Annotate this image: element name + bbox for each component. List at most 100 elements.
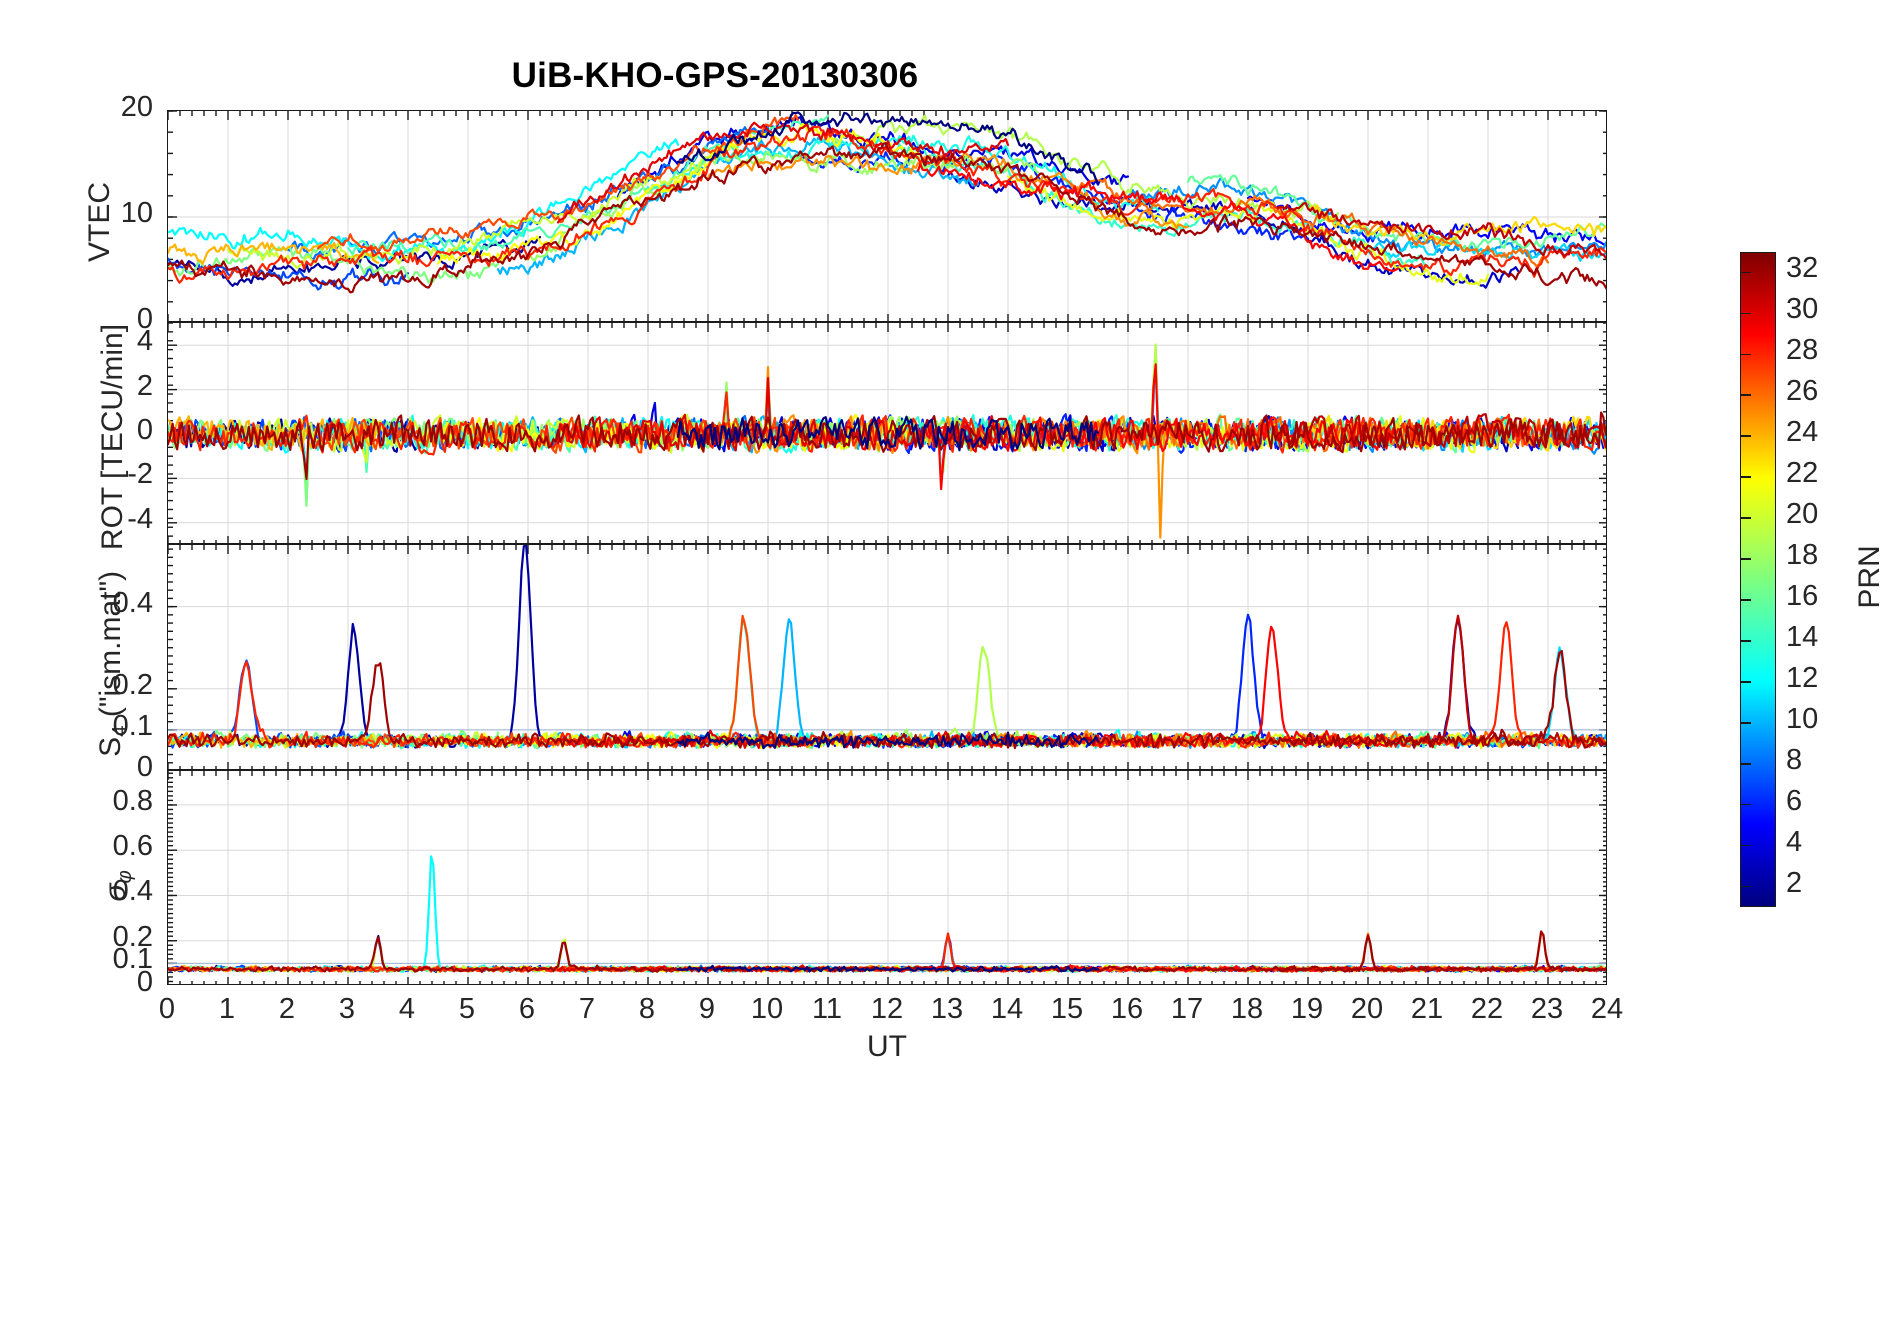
series-line xyxy=(706,151,1190,229)
panel-s4-ytick-0p2: 0.2 xyxy=(112,668,153,701)
panel-s4-canvas xyxy=(168,545,1606,769)
xtick-4: 4 xyxy=(398,993,416,1025)
colorbar-tick-mark xyxy=(1740,599,1751,601)
panel-sigma-ytick-0p8: 0.8 xyxy=(112,784,153,817)
series-line xyxy=(1066,177,1550,268)
xtick-21: 21 xyxy=(1410,993,1444,1025)
xtick-20: 20 xyxy=(1350,993,1384,1025)
colorbar-tick-30: 30 xyxy=(1786,293,1819,326)
colorbar-tick-mark xyxy=(1740,517,1751,519)
colorbar-tick-mark xyxy=(1740,681,1751,683)
xtick-19: 19 xyxy=(1290,993,1324,1025)
colorbar-tick-32: 32 xyxy=(1786,252,1819,285)
colorbar-tick-10: 10 xyxy=(1786,702,1819,735)
colorbar-tick-mark xyxy=(1740,803,1751,806)
panel-vtec-ytick-20: 20 xyxy=(120,91,153,123)
series-line xyxy=(1006,175,1490,287)
colorbar-tick-mark xyxy=(1740,435,1751,437)
colorbar-tick-20: 20 xyxy=(1786,498,1819,531)
figure-title: UiB-KHO-GPS-20130306 xyxy=(511,56,919,95)
panel-sigma-ytick-0p2: 0.2 xyxy=(112,920,153,953)
colorbar-tick-mark xyxy=(1740,312,1751,315)
panel-sigma-ytick-0: 0 xyxy=(136,966,153,998)
series-line xyxy=(1186,173,1606,252)
panel-vtec-canvas xyxy=(168,111,1606,321)
series-line xyxy=(168,142,1606,294)
panel-rot-ytick-2: 2 xyxy=(136,369,153,402)
panel-vtec-ytick-10: 10 xyxy=(120,197,153,229)
colorbar-tick-mark xyxy=(1740,844,1751,847)
xtick-11: 11 xyxy=(811,993,843,1025)
grid xyxy=(168,771,1606,984)
series-line xyxy=(168,545,542,749)
panel-sigma-ytick-0p1: 0.1 xyxy=(112,943,153,976)
xtick-18: 18 xyxy=(1230,993,1264,1025)
panel-sigma-phi xyxy=(167,770,1607,985)
xtick-2: 2 xyxy=(278,993,296,1025)
series-line xyxy=(1276,614,1606,749)
panel-rot-ytick-0: 0 xyxy=(136,414,153,446)
xtick-16: 16 xyxy=(1110,993,1144,1025)
panel-sigma-ytick-0p4: 0.4 xyxy=(112,875,153,908)
colorbar-tick-8: 8 xyxy=(1786,743,1803,776)
colorbar-tick-16: 16 xyxy=(1786,579,1819,612)
xtick-14: 14 xyxy=(990,993,1024,1025)
xtick-22: 22 xyxy=(1470,993,1504,1025)
colorbar-tick-mark xyxy=(1740,558,1751,560)
colorbar-tick-mark xyxy=(1740,640,1751,642)
colorbar-tick-28: 28 xyxy=(1786,334,1819,367)
xtick-8: 8 xyxy=(638,993,656,1025)
xtick-23: 23 xyxy=(1530,993,1564,1025)
colorbar-tick-mark xyxy=(1740,353,1751,356)
data-traces xyxy=(168,343,1606,539)
colorbar-tick-4: 4 xyxy=(1786,825,1803,858)
series-line xyxy=(168,411,1606,480)
panel-rot-canvas xyxy=(168,323,1606,543)
data-traces xyxy=(168,111,1606,294)
xtick-15: 15 xyxy=(1050,993,1084,1025)
panel-vtec-ytick-0: 0 xyxy=(136,303,153,335)
colorbar-tick-mark xyxy=(1740,762,1751,765)
panel-rot-ytick-neg2: -2 xyxy=(127,458,153,491)
colorbar-tick-18: 18 xyxy=(1786,539,1819,572)
series-line xyxy=(168,855,680,973)
colorbar-tick-mark xyxy=(1740,476,1751,478)
panel-vtec xyxy=(167,110,1607,322)
series-line xyxy=(556,121,1010,224)
panel-s4-ytick-0: 0 xyxy=(136,751,153,783)
panel-s4-ytick-0p4: 0.4 xyxy=(112,586,153,619)
colorbar-tick-12: 12 xyxy=(1786,661,1819,694)
series-line xyxy=(316,614,800,749)
series-line xyxy=(946,617,1520,750)
tick-marks xyxy=(168,323,1606,543)
data-traces xyxy=(168,855,1606,973)
colorbar-tick-24: 24 xyxy=(1786,416,1819,449)
xtick-5: 5 xyxy=(458,993,476,1025)
xtick-24: 24 xyxy=(1590,993,1624,1025)
xtick-3: 3 xyxy=(338,993,356,1025)
colorbar-tick-22: 22 xyxy=(1786,457,1819,490)
xtick-12: 12 xyxy=(870,993,904,1025)
tick-marks xyxy=(168,545,1606,769)
colorbar-prn xyxy=(1740,252,1776,907)
panel-rot xyxy=(167,322,1607,544)
panel-sigma-canvas xyxy=(168,771,1606,984)
xtick-7: 7 xyxy=(578,993,596,1025)
colorbar-tick-mark xyxy=(1740,885,1751,888)
colorbar-tick-2: 2 xyxy=(1786,866,1803,899)
series-line xyxy=(916,163,1400,272)
colorbar-label-prn: PRN xyxy=(1853,545,1886,609)
colorbar-tick-mark xyxy=(1740,271,1751,274)
data-traces xyxy=(168,545,1606,750)
xtick-6: 6 xyxy=(518,993,536,1025)
panel-s4-ytick-0p1: 0.1 xyxy=(112,709,153,742)
axis-label-ut: UT xyxy=(867,1030,907,1063)
tick-marks xyxy=(168,111,1606,321)
series-line xyxy=(646,619,1160,750)
series-line xyxy=(1306,204,1606,246)
series-line xyxy=(796,613,1310,749)
panel-rot-ytick-4: 4 xyxy=(136,325,153,358)
panel-rot-ytick-neg4: -4 xyxy=(127,502,153,535)
colorbar-tick-6: 6 xyxy=(1786,784,1803,817)
series-line xyxy=(676,964,1100,973)
